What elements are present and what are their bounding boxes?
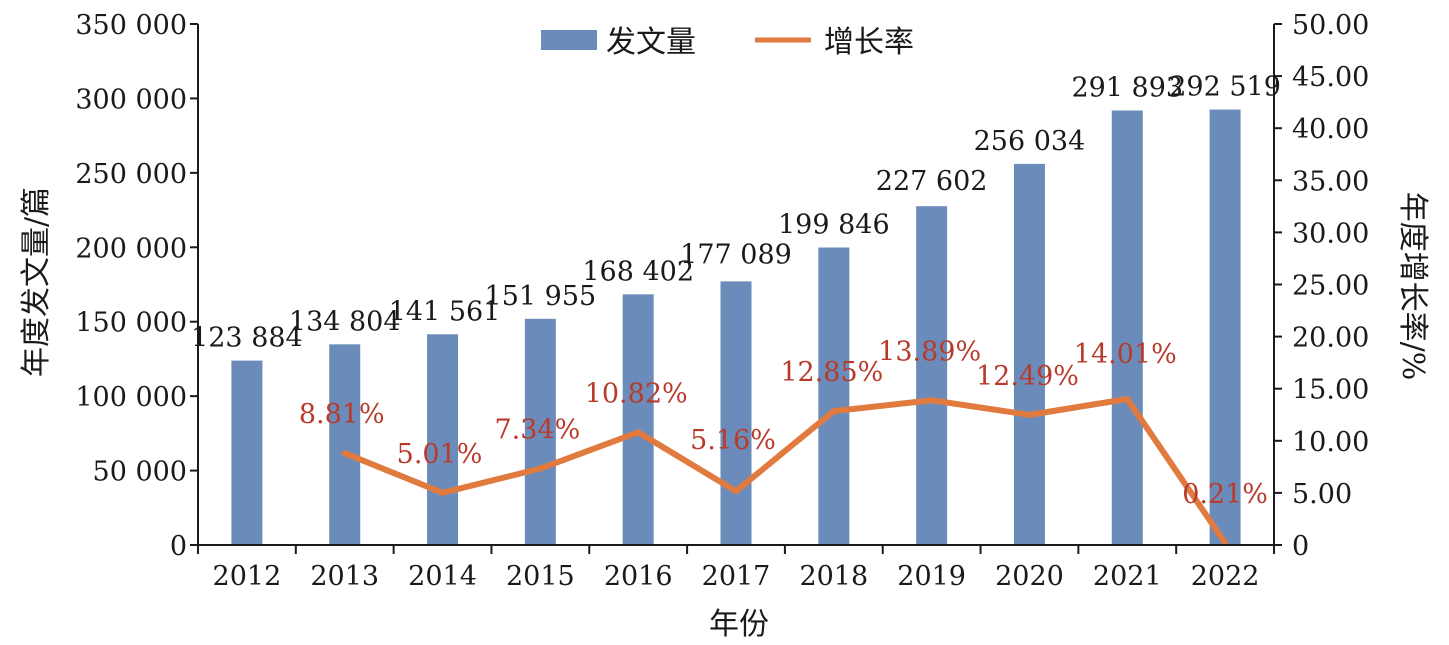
x-tick-label-2012: 2012 (213, 561, 282, 592)
rate-label-2018: 12.85% (780, 357, 883, 388)
x-tick-label-2014: 2014 (408, 561, 477, 592)
ticks-group: 0 50 000 100 000 150 000 200 000 250 000 300 0… (75, 10, 1369, 592)
y2-tick-label-3: 15.00 (1292, 375, 1369, 406)
bar-value-label-2021: 291 893 (1071, 72, 1183, 103)
legend-label-bar: 发文量 (606, 25, 696, 60)
y-tick-label-5: 250 000 (75, 159, 187, 190)
bars-group (231, 109, 1241, 545)
y2-tick-label-0: 0 (1292, 531, 1309, 562)
y2-tick-label-2: 10.00 (1292, 427, 1369, 458)
x-tick-label-2021: 2021 (1093, 561, 1162, 592)
rate-label-2022: 0.21% (1182, 479, 1268, 510)
bar-value-label-2015: 151 955 (485, 281, 597, 312)
rate-label-2019: 13.89% (878, 336, 981, 367)
bar-2014 (427, 334, 459, 545)
bar-2017 (720, 281, 752, 545)
bar-2018 (818, 247, 850, 545)
x-tick-label-2017: 2017 (702, 561, 771, 592)
rate-label-2015: 7.34% (494, 415, 580, 446)
y-tick-label-0: 0 (170, 531, 187, 562)
legend-swatch-bar (541, 30, 597, 50)
y-tick-label-4: 200 000 (75, 233, 187, 264)
bar-2022 (1209, 109, 1241, 545)
y-tick-label-6: 300 000 (75, 84, 187, 115)
x-tick-label-2015: 2015 (506, 561, 575, 592)
x-axis-title: 年份 (709, 607, 769, 642)
y-tick-label-7: 350 000 (75, 10, 187, 41)
bar-2021 (1111, 110, 1143, 545)
x-tick-label-2020: 2020 (995, 561, 1064, 592)
x-tick-label-2018: 2018 (799, 561, 868, 592)
y2-tick-label-4: 20.00 (1292, 323, 1369, 354)
growth-line-group (341, 396, 1229, 546)
rate-label-2013: 8.81% (299, 399, 385, 430)
bar-2016 (622, 294, 654, 545)
y2-tick-label-9: 45.00 (1292, 62, 1369, 93)
bar-value-label-2014: 141 561 (389, 296, 501, 327)
y2-tick-label-6: 30.00 (1292, 218, 1369, 249)
rate-label-2016: 10.82% (585, 378, 688, 409)
y2-tick-label-5: 25.00 (1292, 271, 1369, 302)
y2-tick-label-10: 50.00 (1292, 10, 1369, 41)
growth-rate-line (341, 396, 1229, 546)
bar-value-label-2020: 256 034 (974, 126, 1086, 157)
bar-2012 (231, 360, 263, 545)
bar-value-label-2017: 177 089 (680, 239, 792, 270)
y2-tick-label-1: 5.00 (1292, 479, 1352, 510)
bar-2013 (329, 344, 361, 545)
x-tick-label-2013: 2013 (310, 561, 379, 592)
bar-2020 (1013, 163, 1045, 545)
y2-tick-label-7: 35.00 (1292, 166, 1369, 197)
bar-value-label-2018: 199 846 (778, 210, 890, 241)
y2-tick-label-8: 40.00 (1292, 114, 1369, 145)
y-axis-title: 年度发文量/篇 (19, 187, 54, 377)
legend: 发文量 增长率 (541, 25, 914, 60)
y-tick-label-1: 50 000 (93, 457, 187, 488)
x-tick-label-2019: 2019 (897, 561, 966, 592)
x-tick-label-2022: 2022 (1191, 561, 1260, 592)
bar-value-label-2019: 227 602 (876, 166, 988, 197)
legend-label-line: 增长率 (824, 25, 914, 60)
rate-label-2020: 12.49% (976, 361, 1079, 392)
y-tick-label-2: 100 000 (75, 382, 187, 413)
bar-value-label-2022: 292 519 (1169, 72, 1281, 103)
y2-axis-title: 年度增长率/% (1395, 192, 1430, 381)
bar-value-label-2016: 168 402 (582, 256, 694, 287)
bar-value-label-2012: 123 884 (191, 323, 303, 354)
bar-2015 (524, 318, 556, 545)
y-tick-label-3: 150 000 (75, 308, 187, 339)
bar-2019 (916, 206, 948, 545)
x-tick-label-2016: 2016 (604, 561, 673, 592)
rate-label-2021: 14.01% (1074, 339, 1177, 370)
bar-value-label-2013: 134 804 (289, 306, 401, 337)
rate-label-2017: 5.16% (690, 425, 776, 456)
rate-label-2014: 5.01% (397, 439, 483, 470)
